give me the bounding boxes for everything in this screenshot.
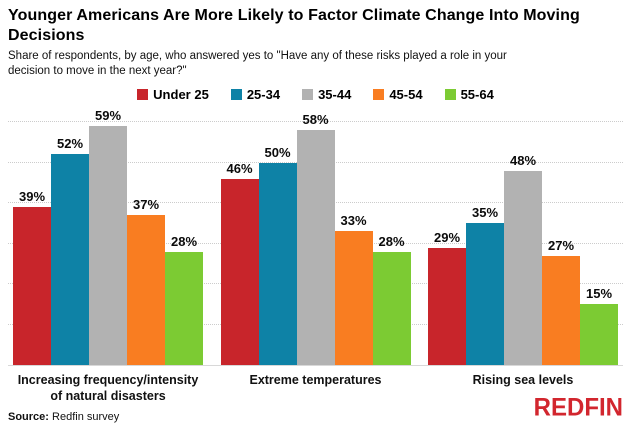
bar: 37%	[127, 197, 165, 365]
legend-swatch	[302, 88, 314, 100]
bar: 52%	[51, 136, 89, 365]
bar: 28%	[165, 234, 203, 365]
category-label: Increasing frequency/intensity of natura…	[17, 373, 199, 403]
bar: 59%	[89, 108, 127, 365]
bar-value-label: 28%	[378, 233, 405, 249]
legend-swatch	[373, 88, 385, 100]
bar: 46%	[220, 161, 259, 365]
bar: 28%	[372, 234, 411, 365]
source-label: Source:	[8, 411, 49, 423]
category-label: Rising sea levels	[472, 373, 574, 387]
bar-value-label: 33%	[340, 213, 367, 229]
legend-swatch	[444, 88, 456, 100]
source-note: Source: Redfin survey	[8, 411, 119, 423]
bar-group: 39% 52% 59% 37% 28%	[13, 108, 203, 365]
bar-value-label: 37%	[132, 197, 160, 213]
bar-value-label: 39%	[18, 189, 46, 205]
legend-item: 25-34	[230, 86, 281, 102]
bar-value-label: 58%	[302, 112, 329, 128]
bar: 33%	[334, 213, 373, 365]
redfin-logo: REDFIN	[533, 393, 623, 422]
bar: 15%	[580, 286, 618, 365]
bar-value-label: 48%	[509, 152, 537, 168]
bar-value-label: 27%	[547, 237, 575, 253]
bar: 35%	[466, 205, 504, 365]
legend-label: 45-54	[389, 86, 423, 102]
chart-subtitle: Share of respondents, by age, who answer…	[8, 50, 507, 77]
bar-group: 46% 50% 58% 33% 28%	[220, 112, 411, 365]
bar: 39%	[13, 189, 51, 365]
legend-item: 55-64	[444, 86, 494, 102]
bar-group: 29% 35% 48% 27% 15%	[428, 153, 618, 365]
legend-label: Under 25	[153, 86, 209, 102]
legend-label: 25-34	[246, 86, 281, 102]
category-axis: Increasing frequency/intensity of natura…	[8, 372, 623, 404]
bar-value-label: 59%	[94, 108, 122, 124]
bar-value-label: 35%	[471, 205, 499, 221]
plot-area: 39% 52% 59% 37% 28% 46% 50% 58% 33% 28% 29% 35% 48% 2…	[8, 108, 623, 366]
bar: 58%	[296, 112, 335, 365]
category-label: Extreme temperatures	[249, 373, 382, 387]
bar: 27%	[542, 238, 580, 365]
bar-value-label: 29%	[433, 229, 461, 245]
bar: 29%	[428, 230, 466, 365]
bar-value-label: 50%	[264, 144, 291, 160]
chart-header: Younger Americans Are More Likely to Fac…	[0, 0, 631, 79]
legend-label: 55-64	[460, 86, 494, 102]
bar-groups: 39% 52% 59% 37% 28% 46% 50% 58% 33% 28% 29% 35% 48% 2…	[8, 108, 623, 365]
bar-value-label: 52%	[56, 136, 84, 152]
bar: 48%	[504, 153, 542, 365]
legend-item: 45-54	[373, 86, 423, 102]
legend-item: Under 25	[137, 87, 209, 102]
bar: 50%	[258, 145, 297, 365]
chart-title: Younger Americans Are More Likely to Fac…	[8, 7, 580, 44]
bar-value-label: 15%	[585, 286, 613, 302]
source-text: Redfin survey	[52, 411, 120, 423]
legend-swatch	[137, 88, 149, 100]
gridline	[8, 121, 623, 122]
legend-item: 35-44	[302, 87, 351, 102]
bar-value-label: 46%	[226, 160, 253, 176]
chart-footer: Source: Redfin survey REDFIN	[8, 393, 623, 423]
legend: Under 25 25-34 35-44 45-54 55-64	[0, 86, 631, 102]
legend-swatch	[230, 88, 242, 100]
legend-label: 35-44	[318, 86, 352, 102]
bar-value-label: 28%	[170, 233, 198, 249]
